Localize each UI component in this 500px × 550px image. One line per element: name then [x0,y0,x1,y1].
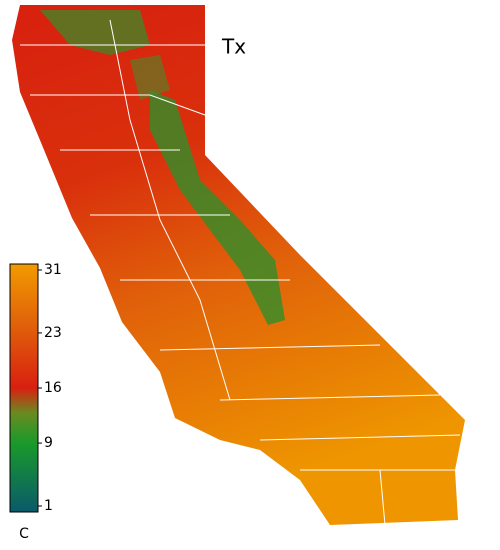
colorbar [9,263,39,513]
county-lines [20,19,461,526]
california-map [12,5,465,526]
sierra-nevada [150,90,285,325]
colorbar-unit: C [19,526,29,542]
colorbar-tick-label: 9 [44,435,53,451]
colorbar-tick-label: 1 [44,498,53,514]
cascade-range [130,55,170,100]
colorbar-tick-label: 23 [44,325,62,341]
map-title: Tx [221,35,246,59]
colorbar-tick-label: 31 [44,262,62,278]
highland-north [40,10,150,55]
colorbar-tick-label: 16 [44,380,62,396]
